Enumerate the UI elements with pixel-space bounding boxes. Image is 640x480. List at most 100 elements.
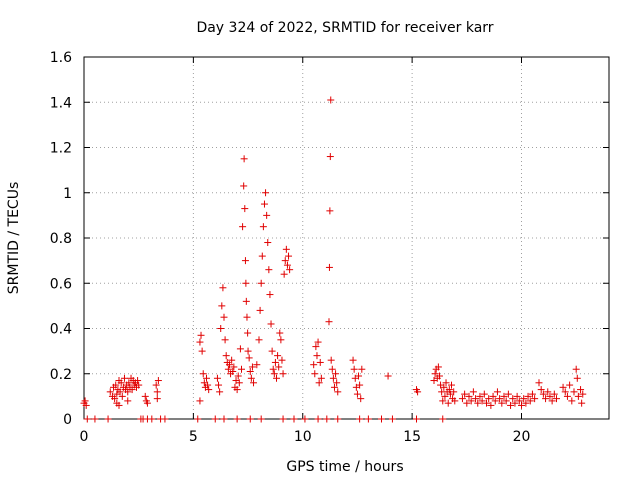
data-point-plus	[203, 374, 210, 382]
data-point-plus	[328, 365, 336, 373]
data-point-plus	[104, 415, 112, 423]
data-point-plus	[513, 392, 521, 400]
data-point-plus	[334, 388, 342, 396]
data-point-plus	[257, 279, 265, 287]
data-point-plus	[431, 370, 439, 378]
data-point-plus	[273, 374, 280, 382]
data-point-plus	[115, 401, 123, 409]
data-point-plus	[230, 363, 238, 371]
data-point-plus	[535, 379, 543, 387]
data-point-plus	[275, 363, 283, 371]
data-point-plus	[125, 379, 133, 387]
data-point-plus	[220, 415, 228, 423]
data-point-plus	[550, 390, 558, 398]
data-point-plus	[441, 392, 449, 400]
data-point-plus	[384, 372, 392, 380]
data-point-plus	[574, 392, 582, 400]
data-point-plus	[378, 415, 385, 423]
data-point-plus	[509, 395, 517, 403]
y-tick-label: 0.8	[50, 231, 72, 247]
data-point-plus	[124, 388, 132, 396]
data-point-plus	[563, 392, 571, 400]
data-point-plus	[224, 365, 232, 373]
data-point-plus	[196, 338, 204, 346]
data-point-plus	[128, 386, 136, 394]
data-point-plus	[553, 395, 560, 403]
data-point-plus	[279, 370, 287, 378]
data-point-plus	[463, 399, 471, 407]
data-point-plus	[135, 381, 143, 389]
data-point-plus	[364, 415, 372, 423]
x-tick-label: 20	[513, 429, 531, 445]
data-point-plus	[148, 415, 156, 423]
data-point-plus	[507, 401, 515, 409]
data-point-plus	[500, 392, 508, 400]
data-point-plus	[266, 291, 274, 299]
data-point-plus	[218, 302, 226, 310]
data-point-plus	[82, 401, 90, 409]
x-axis-label: GPS time / hours	[286, 459, 403, 475]
data-point-plus	[194, 415, 202, 423]
data-point-plus	[256, 306, 264, 314]
tick-labels: 0 5 10 15 20 0 0.2 0.4 0.6 0.8 1 1.2 1.4 1.6	[50, 50, 531, 445]
data-point-plus	[154, 377, 162, 385]
data-point-plus	[414, 388, 422, 396]
data-point-plus	[274, 352, 282, 360]
data-point-plus	[198, 347, 206, 355]
chart-title: Day 324 of 2022, SRMTID for receiver kar…	[196, 20, 493, 36]
data-point-plus	[310, 361, 318, 369]
data-point-plus	[522, 399, 530, 407]
data-point-plus	[572, 365, 580, 373]
data-point-plus	[524, 392, 532, 400]
data-point-plus	[357, 395, 365, 403]
data-point-plus	[124, 397, 132, 405]
y-tick-label: 1.4	[50, 95, 72, 111]
data-point-plus	[334, 415, 342, 423]
data-point-plus	[444, 399, 452, 407]
data-point-plus	[258, 252, 266, 260]
data-point-plus	[257, 415, 265, 423]
data-point-plus	[312, 343, 320, 351]
data-point-plus	[326, 153, 334, 161]
data-point-plus	[474, 399, 482, 407]
data-point-plus	[244, 329, 252, 337]
data-point-plus	[579, 390, 587, 398]
data-point-plus	[313, 352, 321, 360]
data-point-plus	[451, 397, 459, 405]
data-point-plus	[542, 395, 550, 403]
data-points	[80, 96, 587, 423]
data-point-plus	[520, 395, 528, 403]
data-point-plus	[215, 381, 223, 389]
data-point-plus	[255, 336, 263, 344]
data-point-plus	[245, 354, 253, 362]
data-point-plus	[233, 415, 241, 423]
x-tick-label: 15	[403, 429, 421, 445]
data-point-plus	[260, 200, 268, 208]
data-point-plus	[531, 395, 539, 403]
data-point-plus	[217, 325, 225, 332]
data-point-plus	[487, 401, 495, 409]
y-axis-label: SRMTID / TECUs	[6, 182, 22, 295]
data-point-plus	[248, 363, 256, 371]
data-point-plus	[350, 365, 358, 373]
data-point-plus	[221, 336, 229, 344]
data-point-plus	[485, 395, 493, 403]
data-point-plus	[480, 390, 488, 398]
data-point-plus	[282, 245, 290, 253]
plot-frame	[83, 56, 610, 420]
data-point-plus	[546, 392, 554, 400]
data-point-plus	[243, 313, 251, 321]
data-point-plus	[314, 338, 322, 346]
data-point-plus	[244, 347, 252, 355]
data-point-plus	[118, 392, 126, 400]
data-point-plus	[314, 415, 322, 423]
data-point-plus	[329, 374, 337, 382]
data-point-plus	[442, 379, 450, 387]
x-tick-label: 0	[80, 429, 89, 445]
data-point-plus	[559, 383, 567, 391]
data-point-plus	[234, 372, 242, 380]
data-point-plus	[528, 390, 536, 398]
grid-lines	[84, 57, 609, 419]
data-point-plus	[353, 390, 361, 398]
data-point-plus	[268, 347, 276, 355]
